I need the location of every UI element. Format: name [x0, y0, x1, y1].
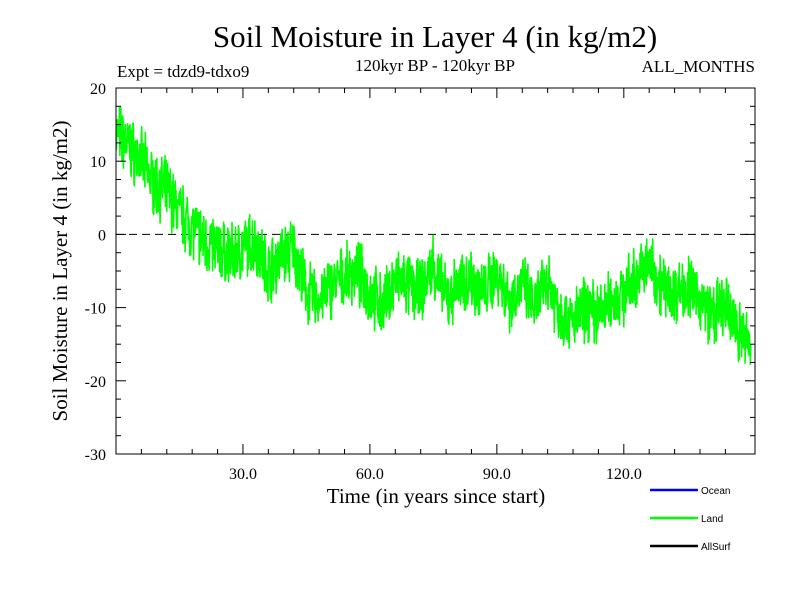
y-tick-label: 10 [90, 154, 106, 171]
subtitle-right: ALL_MONTHS [642, 57, 755, 76]
subtitle-left: Expt = tdzd9-tdxo9 [117, 62, 249, 81]
x-axis-label: Time (in years since start) [327, 484, 546, 508]
y-tick-label: 20 [90, 81, 106, 98]
y-tick-label: -30 [85, 447, 106, 464]
legend-label-allsurf: AllSurf [701, 542, 731, 553]
series-line-land [115, 106, 752, 366]
y-tick-label: 0 [98, 227, 106, 244]
y-tick-label: -20 [85, 374, 106, 391]
legend: Ocean Land AllSurf [650, 486, 731, 553]
x-tick-label: 30.0 [229, 466, 257, 483]
y-tick-label: -10 [85, 301, 106, 318]
subtitle-center: 120kyr BP - 120kyr BP [355, 56, 515, 75]
legend-label-land: Land [701, 514, 723, 525]
plot-area [115, 106, 755, 366]
axes: -30 -20 -10 0 10 20 30.0 60.0 90.0 120.0 [85, 81, 755, 483]
chart-title: Soil Moisture in Layer 4 (in kg/m2) [213, 19, 657, 54]
x-tick-label: 120.0 [606, 466, 642, 483]
x-tick-label: 60.0 [356, 466, 384, 483]
legend-label-ocean: Ocean [701, 486, 730, 497]
x-tick-label: 90.0 [483, 466, 511, 483]
y-axis-label: Soil Moisture in Layer 4 (in kg/m2) [48, 121, 72, 422]
